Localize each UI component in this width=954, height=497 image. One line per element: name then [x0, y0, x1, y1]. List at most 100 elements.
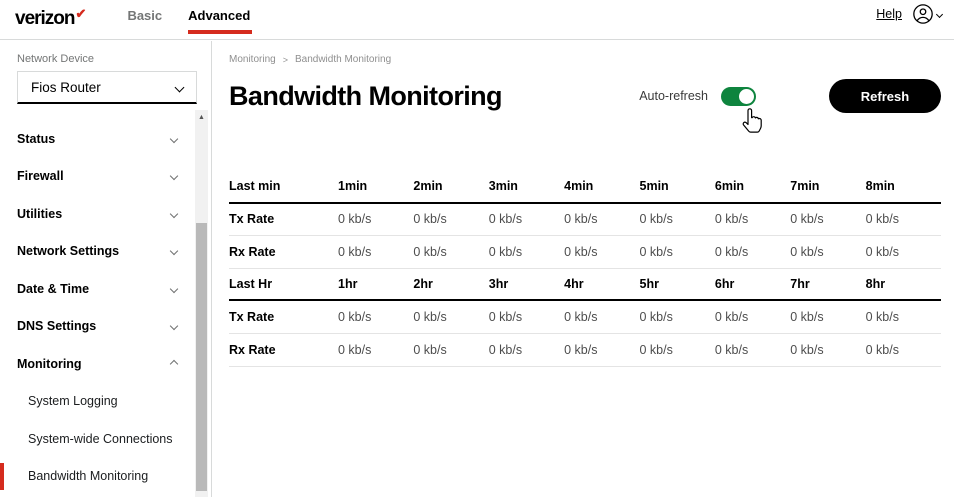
rate-value: 0 kb/s: [488, 212, 523, 227]
table-header-row: Last Hr 1hr 2hr 3hr 4hr 5hr 6hr 7hr 8hr: [229, 269, 941, 302]
scrollbar-thumb[interactable]: [196, 223, 207, 491]
top-header: verizon✔ Basic Advanced Help: [0, 0, 954, 40]
breadcrumb-bandwidth-monitoring[interactable]: Bandwidth Monitoring: [294, 54, 392, 65]
bandwidth-table: Last min 1min 2min 3min 4min 5min 6min 7min 8min…: [229, 171, 941, 367]
device-select-value: Fios Router: [31, 79, 101, 95]
sidebar-item-network-settings[interactable]: Network Settings: [0, 233, 211, 271]
device-select[interactable]: Fios Router: [17, 71, 197, 104]
sidebar-item-label: Utilities: [17, 206, 63, 221]
help-link[interactable]: Help: [876, 7, 902, 21]
main-content: Monitoring > Bandwidth Monitoring Bandwi…: [213, 41, 954, 497]
breadcrumb-separator: >: [282, 54, 288, 65]
breadcrumb-monitoring[interactable]: Monitoring: [229, 54, 276, 65]
rate-value: 0 kb/s: [564, 244, 598, 259]
sidebar-item-label: Status: [17, 131, 56, 146]
title-row: Bandwidth Monitoring Auto-refresh Refres…: [229, 79, 954, 113]
sidebar: Network Device Fios Router Status Firewal…: [0, 41, 212, 497]
sidebar-item-monitoring[interactable]: Monitoring: [0, 345, 211, 383]
row-label: Rx Rate: [229, 342, 276, 357]
table-row: Tx Rate 0 kb/s 0 kb/s 0 kb/s 0 kb/s 0 kb/s 0 k…: [229, 301, 941, 334]
network-device-label: Network Device: [17, 53, 95, 65]
account-icon: [913, 4, 933, 24]
rate-value: 0 kb/s: [413, 212, 447, 227]
chevron-down-icon: [169, 322, 179, 331]
table-row: Rx Rate 0 kb/s 0 kb/s 0 kb/s 0 kb/s 0 kb/s 0 k…: [229, 236, 941, 269]
chevron-down-icon: [169, 172, 179, 181]
rate-value: 0 kb/s: [639, 212, 673, 227]
toggle-knob: [738, 87, 755, 105]
rate-value: 0 kb/s: [865, 342, 899, 357]
tab-advanced[interactable]: Advanced: [188, 8, 253, 34]
auto-refresh-label: Auto-refresh: [639, 89, 708, 103]
page-title: Bandwidth Monitoring: [229, 80, 503, 111]
column-header: 4hr: [564, 277, 584, 292]
chevron-down-icon: [174, 82, 185, 92]
rate-value: 0 kb/s: [488, 342, 523, 357]
rate-value: 0 kb/s: [714, 310, 749, 325]
rate-value: 0 kb/s: [714, 212, 749, 227]
column-header: 1min: [338, 179, 368, 194]
rate-value: 0 kb/s: [865, 310, 899, 325]
rate-value: 0 kb/s: [790, 212, 824, 227]
rate-value: 0 kb/s: [338, 342, 372, 357]
rate-value: 0 kb/s: [714, 244, 749, 259]
rate-value: 0 kb/s: [790, 244, 824, 259]
rate-value: 0 kb/s: [714, 342, 749, 357]
column-header: 3hr: [488, 277, 509, 292]
chevron-down-icon: [169, 284, 179, 293]
sidebar-item-status[interactable]: Status: [0, 120, 211, 158]
auto-refresh-toggle[interactable]: [721, 86, 756, 106]
tab-basic[interactable]: Basic: [127, 8, 163, 23]
header-controls: Auto-refresh Refresh: [639, 79, 941, 113]
sidebar-scrollbar[interactable]: ▲: [195, 110, 208, 497]
sidebar-item-label: Firewall: [17, 169, 64, 184]
column-header: Last min: [229, 179, 281, 194]
rate-value: 0 kb/s: [338, 310, 372, 325]
sidebar-item-dns-settings[interactable]: DNS Settings: [0, 308, 211, 346]
column-header: 4min: [564, 179, 594, 194]
rate-value: 0 kb/s: [564, 342, 598, 357]
rate-value: 0 kb/s: [488, 244, 523, 259]
rate-value: 0 kb/s: [639, 310, 673, 325]
sidebar-subitem-system-logging[interactable]: System Logging: [28, 394, 118, 409]
sidebar-item-date-time[interactable]: Date & Time: [0, 270, 211, 308]
scrollbar-up-arrow-icon[interactable]: ▲: [198, 113, 205, 121]
column-header: 6hr: [714, 277, 735, 292]
sidebar-subitem-system-wide-connections[interactable]: System-wide Connections: [28, 431, 173, 446]
chevron-up-icon: [169, 359, 179, 368]
rate-value: 0 kb/s: [639, 342, 673, 357]
row-label: Rx Rate: [229, 244, 276, 259]
chevron-down-icon: [169, 134, 179, 143]
rate-value: 0 kb/s: [790, 310, 824, 325]
column-header: 5hr: [639, 277, 659, 292]
sidebar-item-firewall[interactable]: Firewall: [0, 158, 211, 196]
chevron-down-icon: [169, 209, 179, 218]
mode-tabs: Basic Advanced: [127, 8, 253, 34]
rate-value: 0 kb/s: [865, 212, 899, 227]
column-header: 7hr: [790, 277, 810, 292]
sidebar-item-label: DNS Settings: [17, 319, 97, 334]
column-header: 8hr: [865, 277, 886, 292]
refresh-button[interactable]: Refresh: [829, 79, 941, 113]
sidebar-item-utilities[interactable]: Utilities: [0, 195, 211, 233]
sidebar-subitem-bandwidth-monitoring[interactable]: Bandwidth Monitoring: [0, 458, 211, 496]
sidebar-item-label: Network Settings: [17, 244, 120, 259]
account-menu[interactable]: [912, 3, 944, 25]
chevron-down-icon: [169, 247, 179, 256]
column-header: 2hr: [413, 277, 433, 292]
rate-value: 0 kb/s: [413, 342, 447, 357]
row-label: Tx Rate: [229, 310, 275, 325]
column-header: 6min: [714, 179, 745, 194]
table-row: Rx Rate 0 kb/s 0 kb/s 0 kb/s 0 kb/s 0 kb/s 0 k…: [229, 334, 941, 367]
rate-value: 0 kb/s: [865, 244, 899, 259]
rate-value: 0 kb/s: [413, 244, 447, 259]
sidebar-item-label: Date & Time: [17, 281, 90, 296]
column-header: 5min: [639, 179, 669, 194]
verizon-check-icon: ✔: [75, 6, 87, 21]
rate-value: 0 kb/s: [338, 244, 372, 259]
table-header-row: Last min 1min 2min 3min 4min 5min 6min 7min 8min: [229, 171, 941, 204]
rate-value: 0 kb/s: [338, 212, 372, 227]
verizon-logo: verizon✔: [15, 6, 87, 29]
column-header: 2min: [413, 179, 443, 194]
chevron-down-icon: [935, 10, 944, 18]
